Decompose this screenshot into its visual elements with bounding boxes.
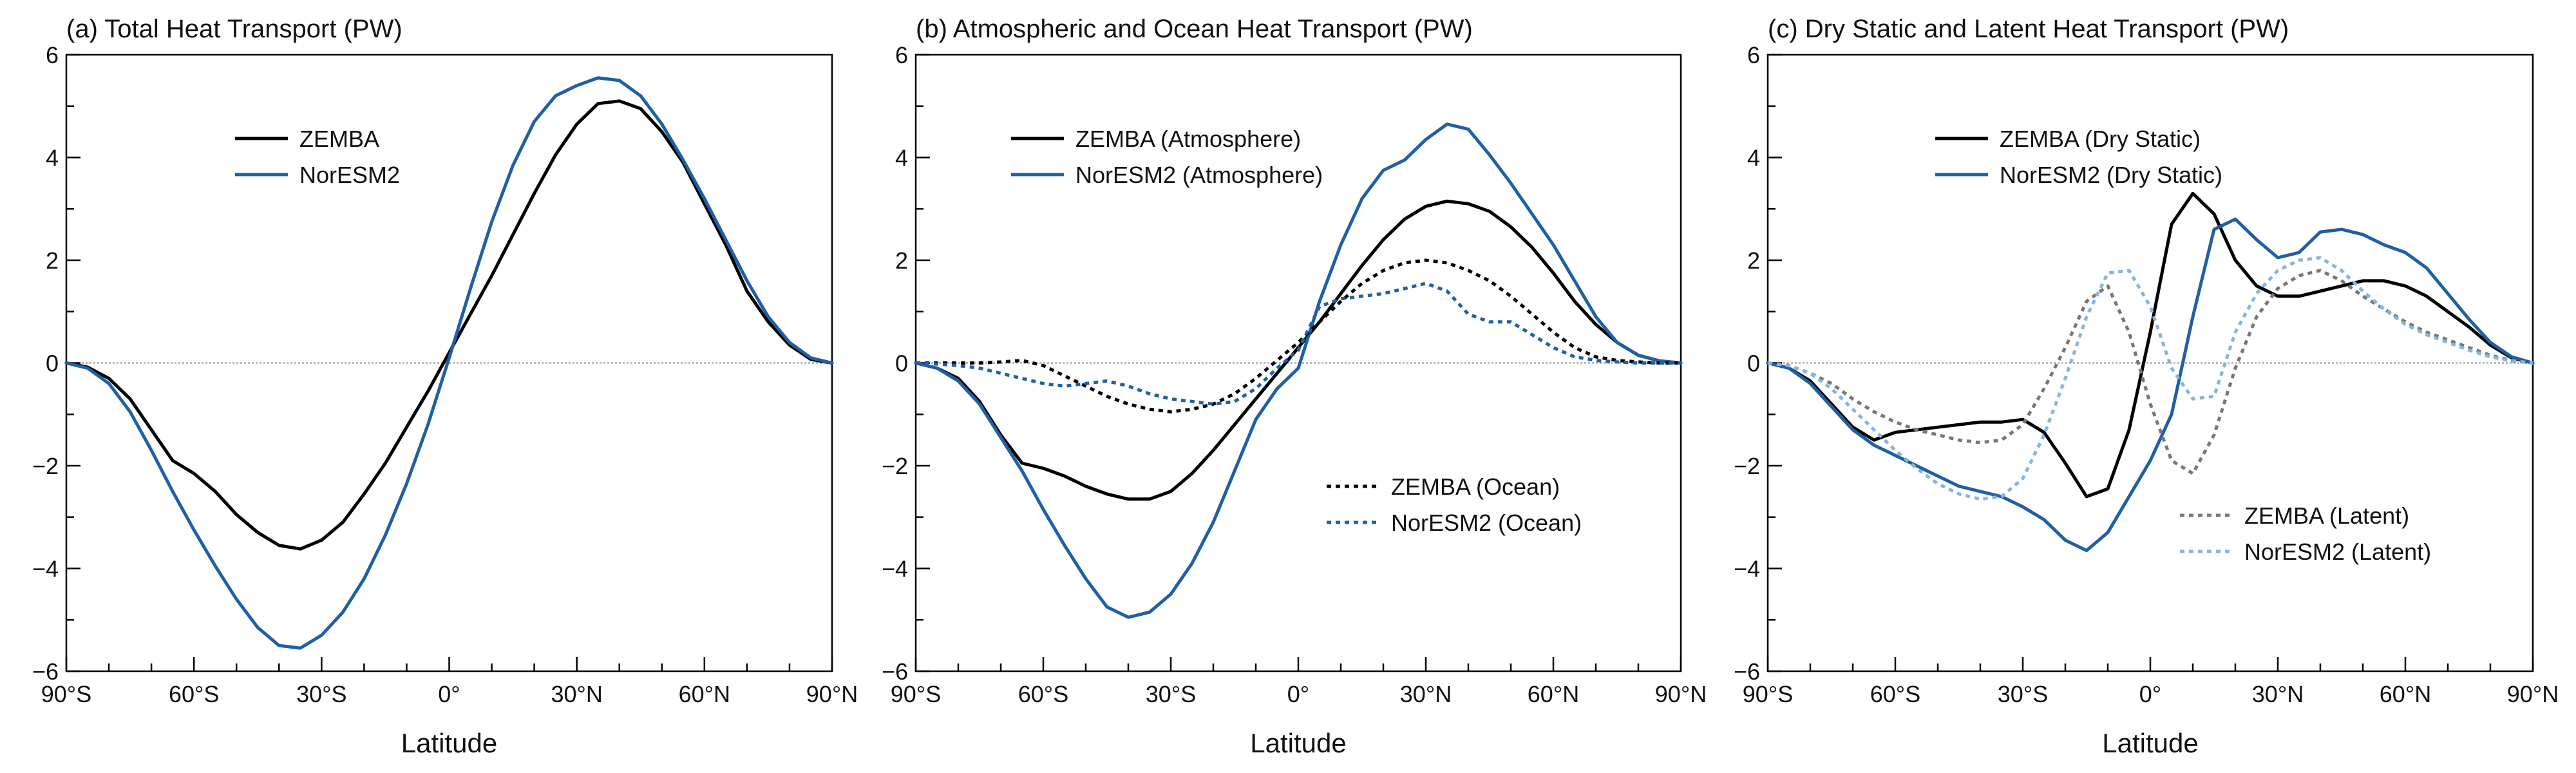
series-line-1 <box>914 122 1683 619</box>
y-tick-label: −6 <box>32 658 59 685</box>
series-line-3 <box>915 282 1681 406</box>
x-tick-label: 90°N <box>1655 681 1707 707</box>
y-tick-label: 6 <box>46 42 59 68</box>
x-tick-label: 60°N <box>1528 681 1579 707</box>
y-tick-label: −6 <box>1734 658 1760 685</box>
x-tick-label: 30°S <box>296 681 346 707</box>
x-tick-label: 60°N <box>2380 681 2431 707</box>
legend-label: ZEMBA (Latent) <box>2244 502 2409 529</box>
series-line-1 <box>1766 217 2535 553</box>
legend-label: ZEMBA (Atmosphere) <box>1075 126 1301 152</box>
y-tick-label: 2 <box>1747 247 1760 274</box>
y-tick-label: −4 <box>882 556 908 582</box>
y-tick-label: 2 <box>46 247 59 274</box>
y-tick-label: −4 <box>1734 556 1760 582</box>
y-tick-label: 6 <box>895 42 908 68</box>
x-tick-label: 90°S <box>1743 681 1793 707</box>
legend-label: NorESM2 (Dry Static) <box>2000 162 2222 188</box>
x-tick-label: 30°N <box>551 681 602 707</box>
y-tick-label: −2 <box>32 453 59 479</box>
x-tick-label: 60°S <box>1018 681 1068 707</box>
y-tick-label: 4 <box>1747 145 1760 171</box>
y-tick-label: 2 <box>895 247 908 274</box>
x-tick-label: 60°S <box>1870 681 1920 707</box>
series-line-0 <box>1766 191 2535 499</box>
x-tick-label: 0° <box>438 681 460 707</box>
series-line-3 <box>1767 256 2533 501</box>
x-tick-label: 30°S <box>1998 681 2048 707</box>
y-tick-label: 0 <box>895 350 908 377</box>
x-tick-label: 30°S <box>1146 681 1196 707</box>
legend-label: NorESM2 (Ocean) <box>1391 510 1582 536</box>
legend-label: NorESM2 (Atmosphere) <box>1075 162 1323 188</box>
x-tick-label: 0° <box>2139 681 2161 707</box>
x-tick-label: 90°S <box>891 681 941 707</box>
panel-b: (b) Atmospheric and Ocean Heat Transport… <box>882 15 1707 758</box>
y-tick-label: 0 <box>46 350 59 377</box>
panel-title: (c) Dry Static and Latent Heat Transport… <box>1768 15 2289 43</box>
x-tick-label: 90°N <box>806 681 858 707</box>
legend-label: NorESM2 (Latent) <box>2244 539 2431 565</box>
x-tick-label: 90°S <box>41 681 91 707</box>
panel-title: (a) Total Heat Transport (PW) <box>66 15 402 43</box>
y-tick-label: 0 <box>1747 350 1760 377</box>
legend-label: NorESM2 <box>299 162 400 188</box>
y-tick-label: 4 <box>895 145 908 171</box>
x-tick-label: 30°N <box>2252 681 2304 707</box>
x-axis-label: Latitude <box>401 728 497 758</box>
legend-label: ZEMBA (Dry Static) <box>2000 126 2201 152</box>
y-tick-label: −2 <box>1734 453 1760 479</box>
panel-a: (a) Total Heat Transport (PW) −6 −4 −2 0 2 4 6 9… <box>32 15 858 758</box>
legend-label: ZEMBA <box>299 126 379 152</box>
x-axis-label: Latitude <box>2102 728 2198 758</box>
y-tick-label: 6 <box>1747 42 1760 68</box>
y-tick-label: −4 <box>32 556 59 582</box>
x-tick-label: 60°S <box>169 681 219 707</box>
x-tick-label: 60°N <box>679 681 730 707</box>
y-tick-label: 4 <box>46 145 59 171</box>
x-tick-label: 0° <box>1287 681 1309 707</box>
legend-label: ZEMBA (Ocean) <box>1391 473 1560 500</box>
series-line-2 <box>1767 269 2533 475</box>
series-line-1 <box>64 76 834 650</box>
x-tick-label: 90°N <box>2507 681 2559 707</box>
panel-c: (c) Dry Static and Latent Heat Transport… <box>1734 15 2559 758</box>
series-line-0 <box>64 99 834 551</box>
panel-title: (b) Atmospheric and Ocean Heat Transport… <box>916 15 1473 43</box>
x-axis-label: Latitude <box>1250 728 1346 758</box>
y-tick-label: −2 <box>882 453 908 479</box>
series-line-2 <box>916 258 1681 414</box>
y-tick-label: −6 <box>882 658 908 685</box>
x-tick-label: 30°N <box>1400 681 1452 707</box>
